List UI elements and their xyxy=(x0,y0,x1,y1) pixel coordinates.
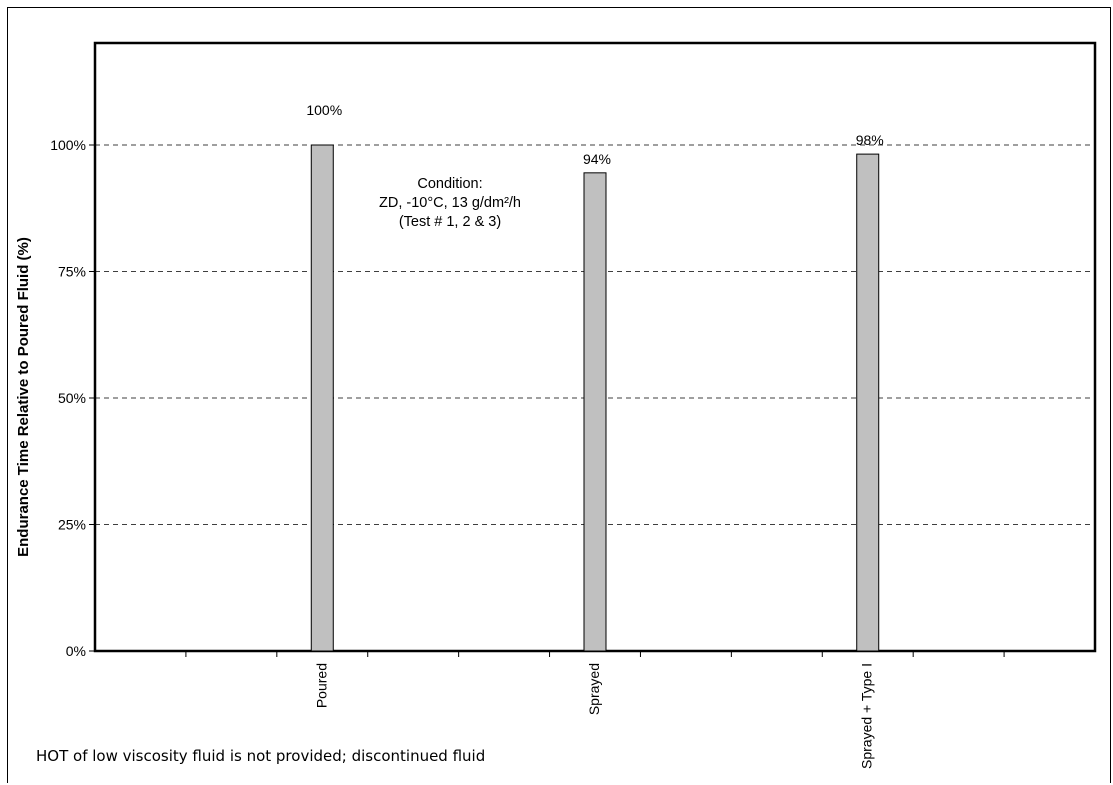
x-tick-label: Poured xyxy=(313,663,329,708)
y-tick-label: 50% xyxy=(58,390,86,406)
bar xyxy=(583,172,607,652)
footnote: HOT of low viscosity fluid is not provid… xyxy=(36,747,486,765)
y-tick-label: 25% xyxy=(58,517,86,533)
y-tick-label: 0% xyxy=(66,643,86,659)
x-tick-label: Sprayed + Type I xyxy=(859,663,875,769)
y-axis-ticks: 0% 25% 50% 75% 100% xyxy=(50,137,95,659)
condition-line-3: (Test # 1, 2 & 3) xyxy=(398,214,502,230)
bar xyxy=(856,153,880,652)
data-label: 100% xyxy=(306,102,342,118)
y-axis-title: Endurance Time Relative to Poured Fluid … xyxy=(15,237,32,557)
bar xyxy=(310,144,334,652)
y-tick-label: 100% xyxy=(50,137,86,153)
condition-line-2: ZD, -10°C, 13 g/dm²/h xyxy=(379,195,521,211)
y-tick-label: 75% xyxy=(58,264,86,280)
condition-line-1: Condition: xyxy=(417,176,483,192)
data-label: 94% xyxy=(583,151,611,167)
x-tick-label: Sprayed xyxy=(586,663,602,715)
condition-annotation: Condition: ZD, -10°C, 13 g/dm²/h (Test #… xyxy=(330,175,570,232)
data-label: 98% xyxy=(856,132,884,148)
chart-frame xyxy=(7,7,1111,783)
x-axis-ticks xyxy=(185,651,1005,657)
x-axis-labels: Poured Sprayed Sprayed + Type I xyxy=(313,663,874,769)
bars xyxy=(310,144,880,652)
data-labels: 100% 94% 98% xyxy=(306,102,883,167)
